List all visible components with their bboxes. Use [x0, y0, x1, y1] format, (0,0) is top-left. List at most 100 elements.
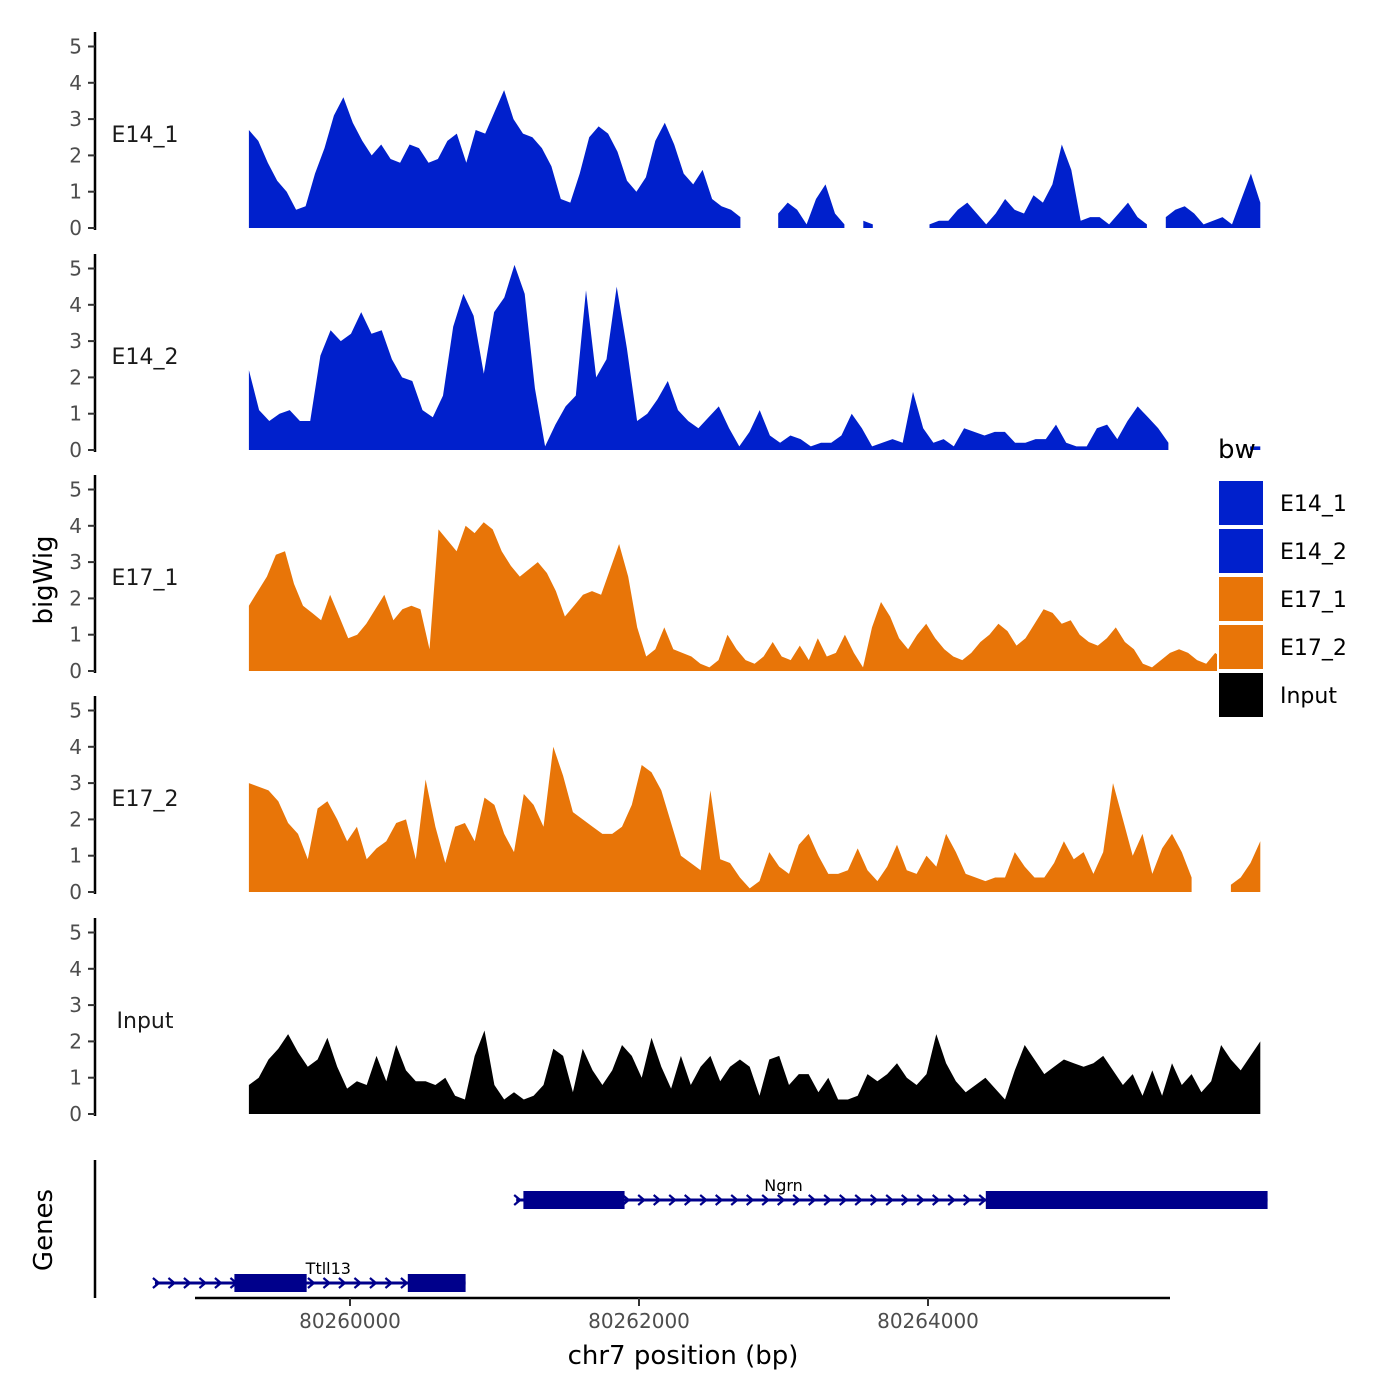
legend-swatch-E17_1 [1217, 575, 1265, 623]
strand-arrow-icon [699, 1194, 708, 1206]
track-label: E14_2 [112, 345, 179, 370]
y-tick-label: 2 [69, 143, 82, 167]
x-tick-label: 80260000 [299, 1309, 401, 1333]
strand-arrow-icon [353, 1277, 363, 1289]
y-tick-label: 2 [69, 365, 82, 389]
strand-arrow-icon [167, 1277, 177, 1289]
legend-label: E14_1 [1280, 492, 1347, 517]
y-tick-label: 3 [69, 993, 82, 1017]
x-axis: 80260000 80262000 80264000 [195, 1296, 1170, 1333]
y-tick-label: 4 [69, 735, 82, 759]
strand-arrow-icon [900, 1194, 910, 1206]
strand-arrow-icon [730, 1194, 739, 1206]
strand-arrow-icon [637, 1194, 646, 1206]
y-tick-label: 1 [69, 402, 82, 426]
strand-arrow-icon [513, 1194, 522, 1206]
strand-arrow-icon [885, 1194, 894, 1206]
y-tick-label: 4 [69, 514, 82, 538]
strand-arrow-icon [307, 1277, 316, 1289]
y-tick-label: 5 [69, 35, 82, 59]
y-tick-label: 0 [69, 216, 82, 240]
legend: bw E14_1 E14_2 E17_1 E17_2 Input [1217, 435, 1347, 719]
track-E17_1: 0 1 2 3 4 5 E17_1 [69, 475, 1261, 683]
y-tick-label: 2 [69, 586, 82, 610]
y-tick-label: 0 [69, 659, 82, 683]
track-E14_1: 0 1 2 3 4 5 E14_1 [69, 32, 1261, 240]
strand-arrow-icon [776, 1194, 786, 1206]
strand-arrow-icon [338, 1277, 347, 1289]
strand-arrow-icon [400, 1277, 409, 1289]
y-tick-label: 1 [69, 623, 82, 647]
strand-arrow-icon [931, 1194, 941, 1206]
y-tick-label: 0 [69, 438, 82, 462]
gene-exon [523, 1191, 625, 1209]
coverage-area-E14_1 [248, 90, 741, 228]
y-tick-label: 2 [69, 1029, 82, 1053]
strand-arrow-icon [838, 1194, 848, 1206]
strand-arrow-icon [714, 1194, 724, 1206]
strand-arrow-icon [369, 1277, 378, 1289]
legend-label: E17_2 [1280, 636, 1347, 661]
strand-arrow-icon [214, 1277, 223, 1289]
legend-swatch-E14_1 [1217, 479, 1265, 527]
coverage-area-E17_2 [1230, 841, 1261, 892]
coverage-area-E14_1 [778, 184, 845, 228]
track-E14_2: 0 1 2 3 4 5 E14_2 [69, 254, 1261, 462]
gene-Ngrn: Ngrn [513, 1176, 1268, 1209]
strand-arrow-icon [869, 1194, 879, 1206]
y-tick-label: 1 [69, 844, 82, 868]
coverage-area-E17_2 [248, 746, 1192, 892]
legend-label: E14_2 [1280, 540, 1347, 565]
legend-swatch-E17_2 [1217, 623, 1265, 671]
strand-arrow-icon [152, 1277, 161, 1289]
strand-arrow-icon [384, 1277, 394, 1289]
strand-arrow-icon [854, 1194, 863, 1206]
y-tick-label: 3 [69, 329, 82, 353]
gene-label: Ngrn [764, 1176, 803, 1195]
legend-swatch-E14_2 [1217, 527, 1265, 575]
track-label: Input [117, 1009, 174, 1034]
gene-Ttll13: Ttll13 [152, 1259, 466, 1292]
y-tick-label: 3 [69, 771, 82, 795]
coverage-area-E17_1 [248, 522, 1261, 671]
genes-axis-title: Genes [29, 1189, 59, 1271]
strand-arrow-icon [823, 1194, 832, 1206]
track-label: E14_1 [112, 123, 179, 148]
y-tick-label: 4 [69, 293, 82, 317]
y-tick-label: 5 [69, 699, 82, 723]
strand-arrow-icon [792, 1194, 801, 1206]
coverage-area-Input [248, 1030, 1261, 1114]
coverage-area-E14_1 [929, 144, 1147, 228]
strand-arrow-icon [198, 1277, 208, 1289]
y-tick-label: 0 [69, 880, 82, 904]
gene-exon [234, 1274, 307, 1292]
y-tick-label: 5 [69, 257, 82, 281]
strand-arrow-icon [652, 1194, 662, 1206]
strand-arrow-icon [668, 1194, 677, 1206]
strand-arrow-icon [322, 1277, 332, 1289]
strand-arrow-icon [761, 1194, 770, 1206]
track-Input: 0 1 2 3 4 5 Input [69, 918, 1261, 1126]
y-tick-label: 5 [69, 921, 82, 945]
legend-swatch-Input [1217, 671, 1265, 719]
coverage-area-E14_2 [248, 264, 1169, 450]
strand-arrow-icon [947, 1194, 956, 1206]
track-E17_2: 0 1 2 3 4 5 E17_2 [69, 696, 1261, 904]
coverage-tracks: 0 1 2 3 4 5 E14_1 0 1 2 3 4 5 E14_2 0 1 2 3 4 5 E17_1 0 1 2 3 4 5 E… [69, 32, 1261, 1126]
x-axis-title: chr7 position (bp) [568, 1341, 799, 1371]
strand-arrow-icon [962, 1194, 972, 1206]
strand-arrow-icon [183, 1277, 192, 1289]
legend-label: Input [1280, 684, 1337, 709]
y-tick-label: 5 [69, 478, 82, 502]
y-tick-label: 1 [69, 1066, 82, 1090]
gene-track: Ngrn Ttll13 [93, 1160, 1268, 1298]
y-tick-label: 3 [69, 550, 82, 574]
x-tick-label: 80264000 [877, 1309, 979, 1333]
gene-label: Ttll13 [305, 1259, 351, 1278]
x-tick-label: 80262000 [588, 1309, 690, 1333]
legend-title: bw [1218, 435, 1256, 465]
y-tick-label: 1 [69, 180, 82, 204]
y-tick-label: 4 [69, 71, 82, 95]
y-tick-label: 2 [69, 807, 82, 831]
